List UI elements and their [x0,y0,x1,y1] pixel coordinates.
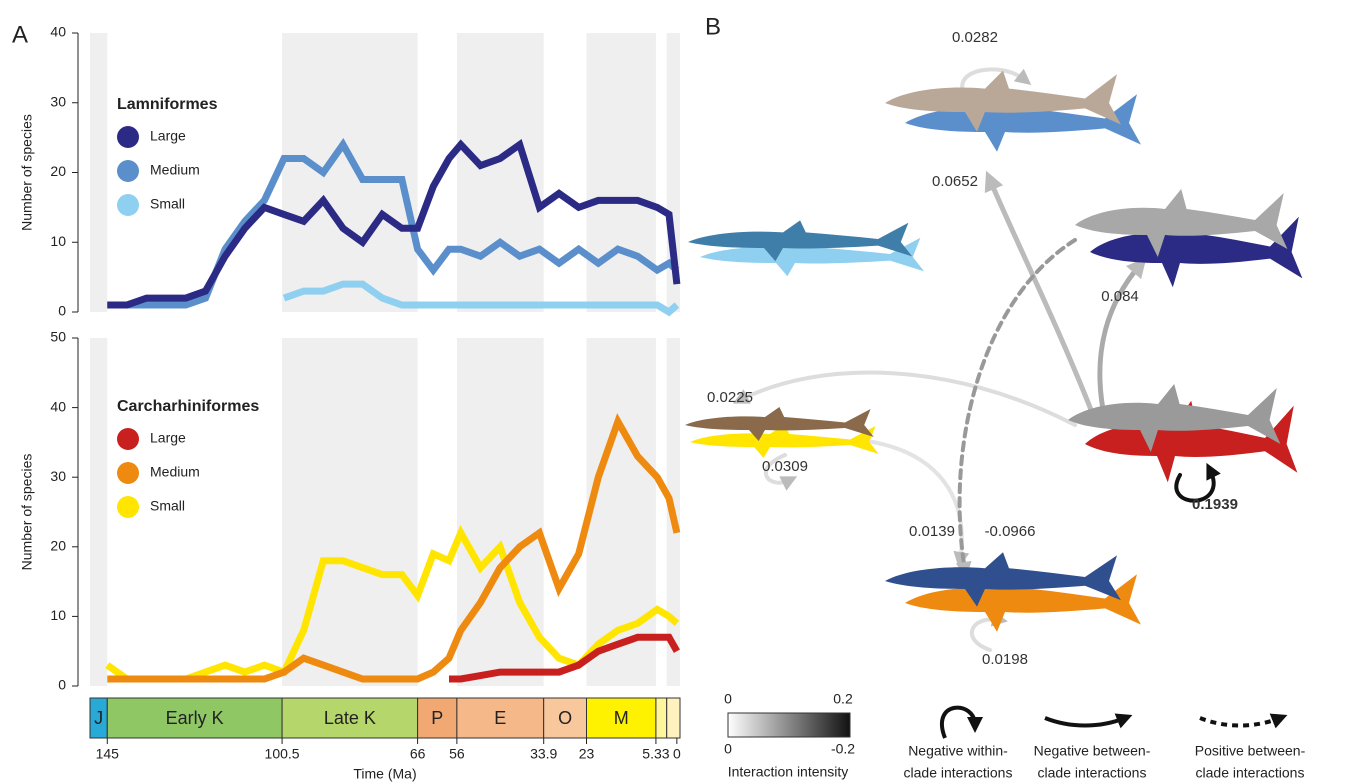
y-tick-label: 40 [50,398,66,414]
legend-text: clade interactions [1196,765,1305,781]
y-tick-label: 0 [58,303,66,319]
interaction-value: 0.0309 [762,458,808,475]
x-tick-label: 56 [449,746,465,762]
period-shade [457,338,544,686]
x-tick-label: 66 [410,746,426,762]
legend-text: clade interactions [1038,765,1147,781]
arrow [860,440,962,560]
arrow [960,240,1075,570]
legend-title: Lamniformes [117,96,218,113]
period-shade [282,33,418,312]
y-tick-label: 30 [50,93,66,109]
panel-b: 0.0282 0.0652 0.084 0.0225 0.0309 0.1939… [685,29,1306,781]
y-axis-label: Number of species [19,114,35,231]
interaction-value: 0.084 [1101,288,1139,305]
legend-swatch [117,194,139,216]
y-axis-label: Number of species [19,454,35,571]
legend-swatch [117,160,139,182]
period-label: P [431,708,443,728]
x-tick-label: 100.5 [265,746,300,762]
x-axis-label: Time (Ma) [353,766,416,782]
legend-title: Carcharhiniformes [117,398,259,415]
colorbar-label: 0 [724,741,732,757]
period-shade [90,338,107,686]
x-tick-label: 5.33 [642,746,669,762]
colorbar-label: 0.2 [833,691,853,707]
interaction-value: 0.1939 [1192,496,1238,513]
legend-label: Large [150,430,186,446]
x-tick-label: 33.9 [530,746,557,762]
colorbar-label: -0.2 [831,741,855,757]
legend-text: Positive between- [1195,743,1306,759]
interaction-value: -0.0966 [985,523,1036,540]
shark [1075,189,1302,287]
y-tick-label: 40 [50,24,66,40]
legend-text: clade interactions [904,765,1013,781]
period-shade [587,33,656,312]
legend-label: Medium [150,162,200,178]
panel-label: A [12,21,28,48]
interaction-value: 0.0652 [932,173,978,190]
arrow [740,373,1075,425]
period-label: M [614,708,629,728]
interaction-value: 0.0198 [982,651,1028,668]
y-tick-label: 20 [50,538,66,554]
x-tick-label: 145 [96,746,120,762]
interaction-value: 0.0225 [707,389,753,406]
y-tick-label: 10 [50,607,66,623]
legend-text: Negative within- [908,743,1008,759]
legend-text: Negative between- [1034,743,1151,759]
panel-a: 0 10 20 30 40 Number of species Lamniformes Lar… [19,24,681,782]
legend-label: Large [150,128,186,144]
x-tick-label: 0 [673,746,681,762]
period [667,698,680,738]
legend-swatch [117,496,139,518]
period-shade [90,33,107,312]
period-label: Early K [166,708,224,728]
shark [688,220,924,276]
period-label: O [558,708,572,728]
legend-label: Small [150,498,185,514]
y-tick-label: 30 [50,468,66,484]
legend-swatch [117,126,139,148]
colorbar-title: Interaction intensity [728,764,849,780]
x-tick-label: 23 [579,746,595,762]
shark [685,407,879,458]
arrows [740,69,1214,650]
period [656,698,667,738]
legend-icon [942,708,975,738]
y-tick-label: 50 [50,329,66,345]
panel-label: B [705,13,721,40]
figure: A B 0 10 20 30 40 Number of species Lamniforme… [0,0,1352,783]
period-label: Late K [324,708,376,728]
shark [885,71,1141,152]
colorbar-label: 0 [724,691,732,707]
colorbar [728,713,850,737]
y-tick-label: 20 [50,163,66,179]
shark [885,552,1141,632]
y-tick-label: 0 [58,677,66,693]
legend-label: Medium [150,464,200,480]
period-label: J [94,708,103,728]
legend-icon [1200,718,1280,726]
legend-swatch [117,462,139,484]
y-tick-label: 10 [50,233,66,249]
interaction-value: 0.0139 [909,523,955,540]
interaction-value: 0.0282 [952,29,998,46]
legend-icon [1045,718,1125,726]
arrow [990,180,1095,420]
legend-swatch [117,428,139,450]
period-label: E [494,708,506,728]
legend-label: Small [150,196,185,212]
